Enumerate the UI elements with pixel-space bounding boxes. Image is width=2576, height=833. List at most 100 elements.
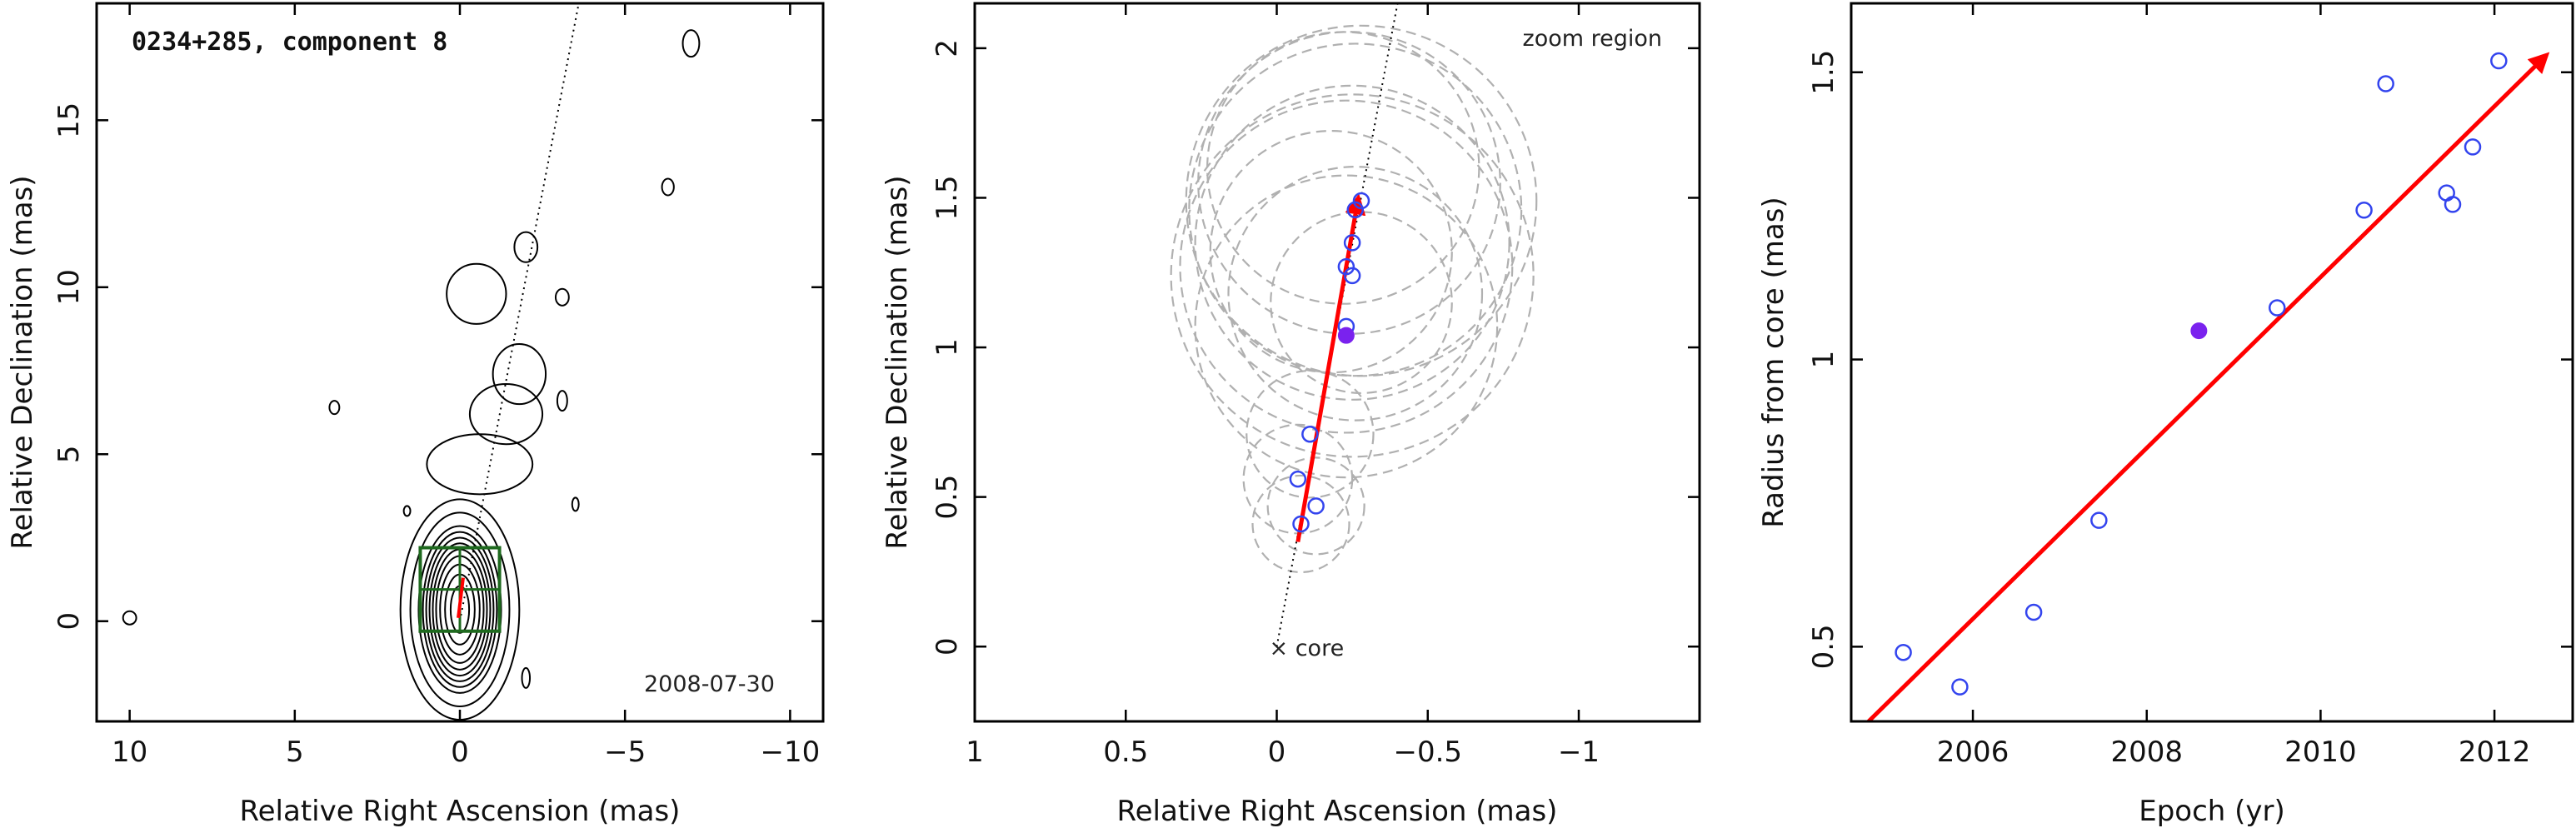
core-label: × core	[1270, 636, 1345, 661]
uncertainty-circle	[1206, 31, 1480, 305]
x-tick-label: 2006	[1937, 736, 2009, 769]
date-label: 2008-07-30	[644, 671, 775, 697]
contour-layer	[122, 3, 701, 721]
plot-frame	[973, 2, 1701, 723]
overlay-layer	[1276, 3, 1399, 647]
fit-line	[1867, 52, 2550, 721]
marks-layer	[1867, 52, 2550, 721]
panel-title: 0234+285, component 8	[132, 27, 447, 57]
y-tick-label: 1	[1807, 351, 1840, 369]
data-point-open	[1951, 678, 1969, 696]
uncertainty-circle	[1227, 166, 1484, 421]
y-axis-title: Relative Declination (mas)	[6, 175, 39, 549]
x-tick-label: −5	[604, 736, 646, 769]
panel-contour-map: 10 5 0 −5 −10 0 5 10 15 0234+285, component 8 20…	[6, 2, 825, 828]
jet-contour	[492, 342, 547, 406]
uncertainty-circle-layer	[1170, 24, 1538, 574]
data-point-filled	[2190, 322, 2208, 340]
x-axis-title: Relative Right Ascension (mas)	[240, 795, 681, 828]
panel-zoom-region: 1 0.5 0 −0.5 −100.511.52 zoom region × core …	[881, 2, 1701, 828]
data-point-open	[1346, 201, 1364, 219]
y-tick-label: 2	[931, 39, 964, 57]
y-tick-label: 1.5	[1807, 50, 1840, 95]
x-tick-label: 2008	[2110, 736, 2183, 769]
panel-radius-vs-epoch: 2006 2008 2010 2012 0.5 1 1.5 Epoch (yr) Radiu…	[1757, 2, 2574, 828]
data-point-open	[1343, 234, 1361, 252]
x-tick-label: 10	[112, 736, 147, 769]
overlay-layer	[418, 546, 502, 633]
y-tick-label: 0.5	[1807, 624, 1840, 669]
jet-contour	[468, 383, 544, 446]
tick-layer: 2006 2008 2010 2012 0.5 1 1.5	[1807, 3, 2573, 769]
jet-contour	[122, 610, 137, 626]
data-point-open	[1343, 267, 1361, 285]
uncertainty-circle	[1209, 130, 1453, 374]
x-tick-label: 5	[286, 736, 304, 769]
jet-contour	[328, 400, 341, 416]
jet-axis-line	[459, 3, 580, 621]
uncertainty-circle	[1185, 24, 1538, 377]
jet-contour	[446, 262, 507, 325]
zoom-region-label: zoom region	[1523, 26, 1662, 52]
y-tick-label: 0	[52, 612, 86, 631]
x-axis-title: Relative Right Ascension (mas)	[1117, 795, 1558, 828]
data-point-open	[2355, 202, 2373, 219]
data-point-open	[1895, 643, 1912, 661]
motion-arrow	[1295, 193, 1366, 542]
plot-frame	[1850, 2, 2574, 723]
uncertainty-circle	[1251, 474, 1350, 574]
y-tick-label: 0.5	[931, 475, 964, 520]
data-point-open	[1292, 515, 1310, 533]
jet-contour	[556, 390, 568, 412]
y-tick-label: 15	[52, 102, 86, 138]
data-point-open	[1352, 192, 1370, 210]
uncertainty-circle	[1194, 84, 1510, 401]
data-point-open	[1307, 497, 1325, 515]
jet-contour	[661, 177, 675, 197]
jet-contour	[554, 287, 570, 307]
data-point-open	[2269, 299, 2286, 317]
data-point-open	[2377, 75, 2394, 92]
x-tick-label: 2010	[2284, 736, 2357, 769]
x-tick-label: −1	[1558, 736, 1600, 769]
x-axis-title: Epoch (yr)	[2139, 795, 2285, 828]
x-tick-label: 0	[1268, 736, 1286, 769]
tick-layer: 10 5 0 −5 −10 0 5 10 15	[52, 3, 823, 769]
data-point-open	[2444, 196, 2462, 213]
y-axis-title: Radius from core (mas)	[1757, 197, 1790, 527]
core-contour	[409, 511, 511, 707]
data-point-open	[2464, 138, 2482, 156]
uncertainty-circle	[1197, 31, 1501, 335]
uncertainty-circle	[1170, 93, 1535, 458]
jet-contour	[571, 496, 580, 512]
y-tick-label: 5	[52, 445, 86, 463]
jet-contour	[681, 29, 701, 58]
data-point-open	[1289, 470, 1307, 488]
data-point-open	[1301, 425, 1319, 443]
data-point-open	[2490, 52, 2508, 70]
core-contour	[422, 531, 498, 688]
x-tick-label: −0.5	[1393, 736, 1462, 769]
y-axis-title: Relative Declination (mas)	[881, 175, 914, 549]
motion-arrow	[457, 577, 465, 618]
uncertainty-circle	[1266, 456, 1365, 556]
jet-contour	[521, 666, 532, 689]
y-tick-label: 10	[52, 269, 86, 305]
uncertainty-circle	[1188, 42, 1523, 377]
x-tick-label: −10	[760, 736, 820, 769]
jet-contour	[402, 505, 412, 517]
y-tick-label: 1	[931, 338, 964, 357]
uncertainty-circle	[1179, 99, 1514, 434]
x-tick-label: 0.5	[1103, 736, 1148, 769]
data-point-open	[1337, 257, 1355, 276]
uncertainty-circle	[1270, 211, 1453, 395]
data-point-open	[2090, 511, 2108, 529]
x-tick-label: 0	[451, 736, 469, 769]
data-point-open	[2438, 184, 2455, 202]
data-point-open	[2024, 603, 2043, 621]
core-contour	[428, 542, 492, 677]
x-tick-label: 2012	[2459, 736, 2531, 769]
tick-layer: 1 0.5 0 −0.5 −1 0 0.5 1 1.5 2	[931, 3, 1700, 769]
y-tick-label: 0	[931, 637, 964, 656]
